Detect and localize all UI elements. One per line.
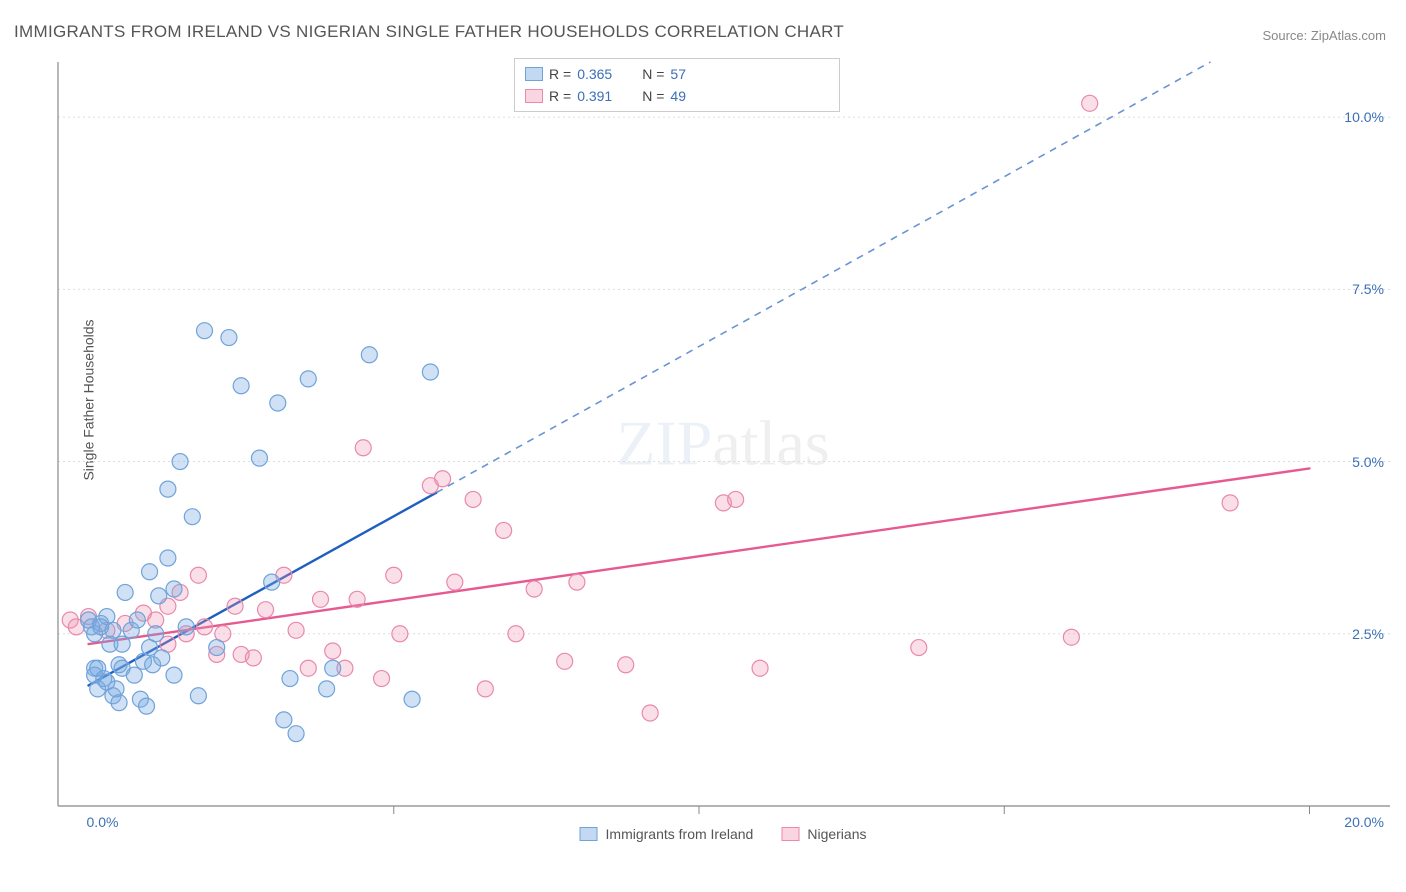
swatch-ireland [525,67,543,81]
swatch-ireland-icon [580,827,598,841]
r-value-ireland: 0.365 [577,66,612,82]
legend-item-nigerians: Nigerians [781,826,866,842]
series-legend: Immigrants from Ireland Nigerians [580,826,867,842]
legend-row-nigerians: R = 0.391 N = 49 [525,85,829,107]
source-credit: Source: ZipAtlas.com [1262,28,1386,43]
y-tick-label: 5.0% [1352,454,1384,470]
legend-row-ireland: R = 0.365 N = 57 [525,63,829,85]
legend-item-ireland: Immigrants from Ireland [580,826,754,842]
scatter-plot-svg [56,56,1390,846]
n-label: N = [642,88,664,104]
y-tick-label: 2.5% [1352,626,1384,642]
swatch-nigerians-icon [781,827,799,841]
n-value-ireland: 57 [670,66,686,82]
swatch-nigerians [525,89,543,103]
n-value-nigerians: 49 [670,88,686,104]
plot-container: ZIPatlas R = 0.365 N = 57 R = 0.391 N = … [56,56,1390,846]
r-label: R = [549,88,571,104]
legend-label-nigerians: Nigerians [807,826,866,842]
correlation-legend: R = 0.365 N = 57 R = 0.391 N = 49 [514,58,840,112]
legend-label-ireland: Immigrants from Ireland [606,826,754,842]
x-tick-right: 20.0% [1344,814,1384,830]
x-tick-origin: 0.0% [87,814,119,830]
n-label: N = [642,66,664,82]
r-label: R = [549,66,571,82]
source-prefix: Source: [1262,28,1310,43]
y-tick-label: 7.5% [1352,281,1384,297]
r-value-nigerians: 0.391 [577,88,612,104]
source-link[interactable]: ZipAtlas.com [1311,28,1386,43]
y-tick-label: 10.0% [1344,109,1384,125]
chart-title: IMMIGRANTS FROM IRELAND VS NIGERIAN SING… [14,22,844,42]
